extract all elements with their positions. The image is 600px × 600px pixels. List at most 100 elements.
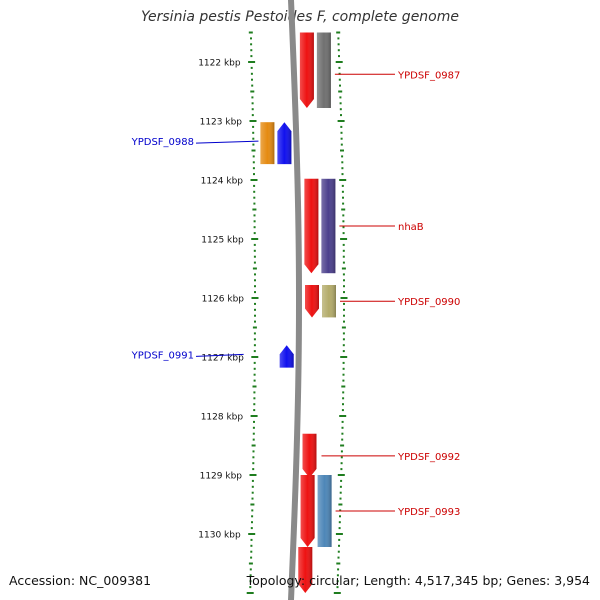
tick-mark <box>342 243 345 246</box>
tick-mark <box>342 403 344 406</box>
axis-label: 1124 kbp <box>201 177 244 187</box>
cds-arrow-ypdsf-0991-shading <box>279 345 294 368</box>
tick-mark <box>253 226 256 229</box>
gene-bar-nhab-shading <box>321 178 336 274</box>
tick-mark <box>253 196 256 199</box>
tick-mark <box>342 367 345 370</box>
tick-mark <box>340 479 343 482</box>
tick-mark <box>250 503 255 506</box>
tick-mark <box>342 344 345 347</box>
tick-mark <box>341 208 346 211</box>
tick-mark <box>343 279 345 282</box>
tick-mark <box>343 302 345 305</box>
tick-mark <box>251 509 254 512</box>
tick-mark <box>341 167 344 170</box>
leader-line-ypdsf-0988 <box>195 140 259 144</box>
leader-line-ypdsf-0991 <box>195 353 244 357</box>
tick-mark <box>340 297 348 299</box>
tick-mark <box>250 66 253 69</box>
tick-mark <box>341 173 344 176</box>
tick-mark <box>253 367 256 370</box>
axis-label: 1122 kbp <box>198 59 241 69</box>
genome-backbone <box>287 0 302 600</box>
tick-mark <box>338 503 343 506</box>
tick-mark <box>338 55 340 58</box>
tick-mark <box>339 497 342 500</box>
gene-label-ypdsf-0993[interactable]: YPDSF_0993 <box>397 507 460 518</box>
tick-mark <box>342 255 345 258</box>
tick-mark <box>339 509 342 512</box>
tick-mark <box>249 574 252 577</box>
cds-arrow-unnamed-gene-shading <box>298 547 313 593</box>
tick-mark <box>338 521 341 524</box>
tick-mark <box>251 497 254 500</box>
tick-mark <box>253 379 256 382</box>
tick-mark <box>335 61 343 63</box>
cds-arrow-ypdsf-0988-shading <box>277 122 292 165</box>
tick-mark <box>336 31 341 34</box>
tick-mark <box>338 66 341 69</box>
tick-mark <box>253 214 256 217</box>
gene-label-ypdsf-0992[interactable]: YPDSF_0992 <box>397 452 460 463</box>
gene-label-nhab[interactable]: nhaB <box>398 222 424 233</box>
tick-mark <box>342 273 345 276</box>
tick-mark <box>341 161 344 164</box>
tick-mark <box>341 326 346 329</box>
gene-label-ypdsf-0988[interactable]: YPDSF_0988 <box>131 137 194 148</box>
tick-mark <box>253 350 256 353</box>
tick-mark <box>248 31 253 34</box>
tick-mark <box>341 432 344 435</box>
tick-mark <box>251 84 254 87</box>
tick-mark <box>338 78 341 81</box>
tick-mark <box>336 562 341 565</box>
tick-mark <box>251 479 254 482</box>
tick-mark <box>342 397 345 400</box>
tick-mark <box>339 84 341 87</box>
gene-bar-ypdsf-0990-shading <box>322 285 336 318</box>
axis-label: 1123 kbp <box>200 118 243 128</box>
tick-mark <box>254 320 256 323</box>
tick-mark <box>248 61 256 63</box>
tick-mark <box>253 391 256 394</box>
cds-arrow-ypdsf-0990-shading <box>305 285 319 318</box>
axis-label: 1125 kbp <box>201 236 244 246</box>
tick-mark <box>253 173 255 176</box>
tick-mark <box>250 544 253 547</box>
tick-mark <box>252 155 255 158</box>
tick-mark <box>250 37 252 40</box>
gene-label-ypdsf-0991[interactable]: YPDSF_0991 <box>131 350 194 361</box>
tick-mark <box>337 49 340 52</box>
axis-label: 1127 kbp <box>201 354 244 364</box>
tick-mark <box>251 444 256 447</box>
gene-label-ypdsf-0990[interactable]: YPDSF_0990 <box>397 297 460 308</box>
tick-mark <box>252 456 255 459</box>
tick-mark <box>250 415 258 417</box>
tick-mark <box>252 468 255 471</box>
map-title: Yersinia pestis Pestoides F, complete ge… <box>141 9 459 25</box>
cds-arrow-ypdsf-0987-shading <box>299 32 314 108</box>
gene-label-ypdsf-0987[interactable]: YPDSF_0987 <box>397 70 460 81</box>
tick-mark <box>251 238 259 240</box>
tick-mark <box>251 114 254 117</box>
axis-label: 1126 kbp <box>202 295 245 305</box>
tick-mark <box>252 326 257 329</box>
tick-mark <box>254 314 256 317</box>
tick-mark <box>342 373 345 376</box>
tick-mark <box>252 131 255 134</box>
cds-arrow-ypdsf-0993-shading <box>300 475 315 547</box>
tick-mark <box>253 243 256 246</box>
tick-mark <box>340 444 345 447</box>
tick-mark <box>250 72 253 75</box>
tick-mark <box>253 344 256 347</box>
tick-mark <box>249 568 252 571</box>
tick-mark <box>340 131 343 134</box>
tick-mark <box>253 373 256 376</box>
tick-mark <box>252 462 255 465</box>
tick-mark <box>246 592 254 594</box>
tick-mark <box>337 43 340 46</box>
tick-mark <box>341 190 344 193</box>
tick-mark <box>343 308 345 311</box>
tick-mark <box>253 338 256 341</box>
tick-mark <box>250 556 253 559</box>
